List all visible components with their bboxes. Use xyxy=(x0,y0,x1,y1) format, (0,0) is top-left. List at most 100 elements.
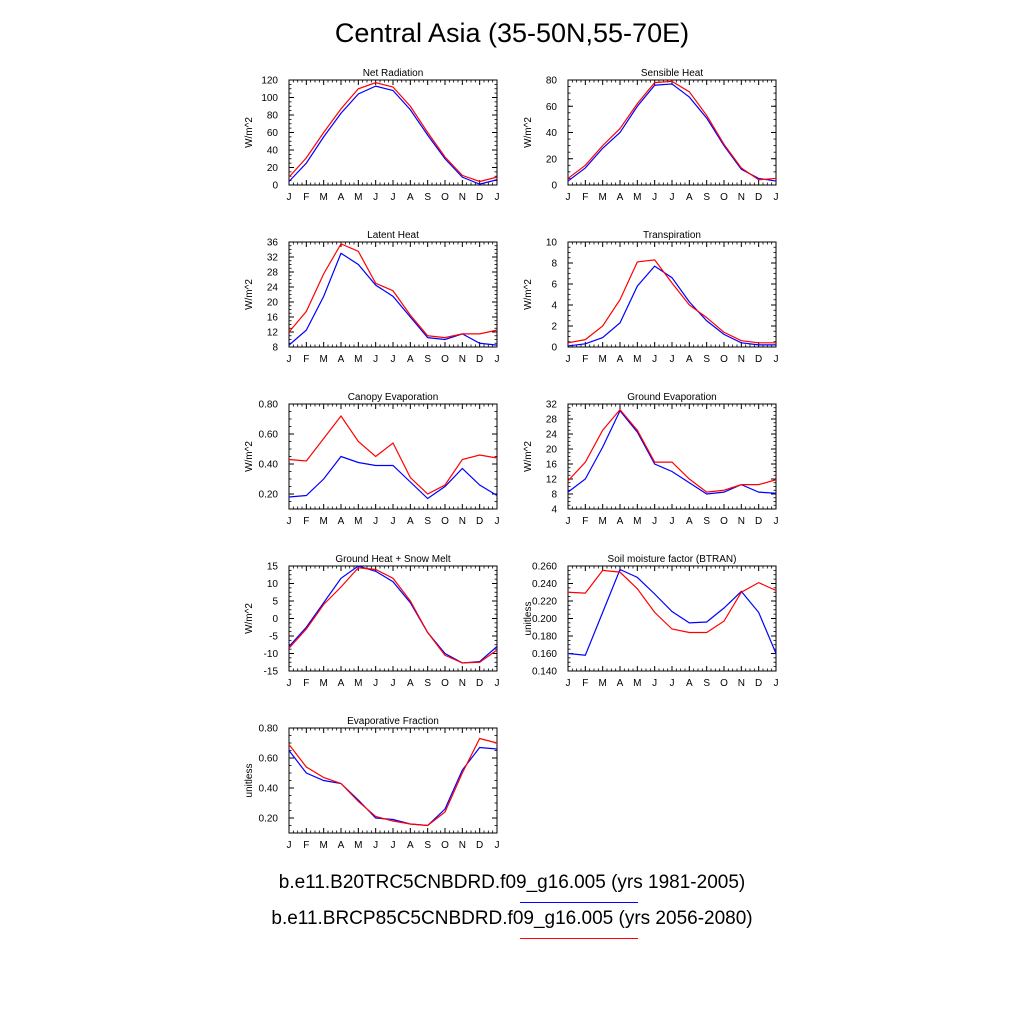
series-line-run2-net-radiation xyxy=(288,82,498,183)
x-tick-label: O xyxy=(441,516,449,527)
x-tick-label: F xyxy=(303,840,309,851)
x-tick-label: M xyxy=(354,840,362,851)
x-tick-label: O xyxy=(720,678,728,689)
x-tick-label: J xyxy=(373,192,378,203)
x-tick-label: D xyxy=(755,678,762,689)
x-tick-label: J xyxy=(391,192,396,203)
legend-line-run2 xyxy=(520,938,638,939)
series-line-run2-ground-heat-snow-melt xyxy=(288,567,498,664)
x-tick-label: A xyxy=(407,192,414,203)
x-tick-label: M xyxy=(598,678,606,689)
y-tick-label: 60 xyxy=(267,128,279,139)
x-tick-label: J xyxy=(287,516,292,527)
y-tick-label: 5 xyxy=(272,597,278,608)
figure-title: Central Asia (35-50N,55-70E) xyxy=(334,18,690,48)
x-tick-label: M xyxy=(598,354,606,365)
series-line-run1-ground-evaporation xyxy=(567,409,777,495)
x-tick-label: J xyxy=(391,354,396,365)
y-tick-label: 0.180 xyxy=(532,632,557,643)
y-tick-label: -10 xyxy=(264,649,279,660)
x-tick-label: J xyxy=(495,678,500,689)
x-tick-label: M xyxy=(319,678,327,689)
x-tick-label: D xyxy=(755,516,762,527)
panel-title-transpiration: Transpiration xyxy=(643,230,701,241)
panel-title-net-radiation: Net Radiation xyxy=(363,68,424,79)
x-tick-label: A xyxy=(338,840,345,851)
y-tick-label: 40 xyxy=(267,146,279,157)
x-tick-label: O xyxy=(720,192,728,203)
x-tick-label: J xyxy=(670,192,675,203)
x-tick-label: M xyxy=(319,354,327,365)
y-tick-label: 20 xyxy=(546,154,558,165)
plot-frame-evaporative-fraction xyxy=(288,727,498,834)
y-tick-label: 0.160 xyxy=(532,649,557,660)
x-tick-label: J xyxy=(652,516,657,527)
y-axis-label-latent-heat: W/m^2 xyxy=(244,279,255,310)
y-tick-label: 0.240 xyxy=(532,579,557,590)
x-tick-label: J xyxy=(566,192,571,203)
x-tick-label: D xyxy=(755,354,762,365)
panel-title-ground-evaporation: Ground Evaporation xyxy=(627,392,717,403)
x-tick-label: S xyxy=(424,678,431,689)
x-tick-label: J xyxy=(391,840,396,851)
y-tick-label: 0.260 xyxy=(532,562,557,573)
y-tick-label: 16 xyxy=(546,460,558,471)
y-axis-label-canopy-evaporation: W/m^2 xyxy=(244,441,255,472)
x-tick-label: A xyxy=(338,192,345,203)
x-tick-label: J xyxy=(373,840,378,851)
x-tick-label: J xyxy=(495,192,500,203)
x-tick-label: S xyxy=(703,678,710,689)
x-tick-label: J xyxy=(566,354,571,365)
y-tick-label: 15 xyxy=(267,562,279,573)
x-tick-label: J xyxy=(670,354,675,365)
series-line-run1-latent-heat xyxy=(288,252,498,346)
x-tick-label: S xyxy=(424,354,431,365)
x-tick-label: D xyxy=(476,678,483,689)
x-tick-label: J xyxy=(566,516,571,527)
x-tick-label: A xyxy=(686,192,693,203)
y-tick-label: 0.20 xyxy=(259,490,279,501)
panel-title-latent-heat: Latent Heat xyxy=(367,230,419,241)
x-tick-label: F xyxy=(303,516,309,527)
y-tick-label: 4 xyxy=(551,301,557,312)
x-tick-label: N xyxy=(738,516,745,527)
x-tick-label: O xyxy=(441,840,449,851)
y-tick-label: 0 xyxy=(272,181,278,192)
x-tick-label: A xyxy=(407,840,414,851)
x-tick-label: J xyxy=(774,678,779,689)
y-tick-label: 12 xyxy=(267,328,279,339)
panel-title-ground-heat-snow-melt: Ground Heat + Snow Melt xyxy=(335,554,451,565)
y-tick-label: 60 xyxy=(546,102,558,113)
y-tick-label: 10 xyxy=(546,238,558,249)
x-tick-label: M xyxy=(633,516,641,527)
y-tick-label: 40 xyxy=(546,128,558,139)
x-tick-label: A xyxy=(407,678,414,689)
x-tick-label: D xyxy=(476,516,483,527)
panel-title-soil-moisture-factor-btran: Soil moisture factor (BTRAN) xyxy=(608,554,737,565)
x-tick-label: A xyxy=(686,678,693,689)
x-tick-label: F xyxy=(582,354,588,365)
x-tick-label: J xyxy=(774,516,779,527)
x-tick-label: N xyxy=(459,840,466,851)
y-tick-label: 8 xyxy=(551,490,557,501)
y-tick-label: 36 xyxy=(267,238,279,249)
x-tick-label: J xyxy=(287,678,292,689)
x-tick-label: J xyxy=(373,516,378,527)
x-tick-label: A xyxy=(407,354,414,365)
y-tick-label: -5 xyxy=(269,632,278,643)
y-tick-label: 32 xyxy=(267,253,279,264)
y-tick-label: 20 xyxy=(267,298,279,309)
y-tick-label: 0.40 xyxy=(259,784,279,795)
x-tick-label: N xyxy=(738,354,745,365)
x-tick-label: F xyxy=(582,516,588,527)
x-tick-label: O xyxy=(720,516,728,527)
y-tick-label: 0.20 xyxy=(259,814,279,825)
legend-label-run2: b.e11.BRCP85C5CNBDRD.f09_g16.005 (yrs 20… xyxy=(271,908,753,929)
x-tick-label: M xyxy=(598,516,606,527)
x-tick-label: J xyxy=(670,516,675,527)
legend-label-run1: b.e11.B20TRC5CNBDRD.f09_g16.005 (yrs 198… xyxy=(278,872,746,893)
y-tick-label: 0.60 xyxy=(259,754,279,765)
y-tick-label: 8 xyxy=(272,343,278,354)
series-line-run1-net-radiation xyxy=(288,85,498,185)
